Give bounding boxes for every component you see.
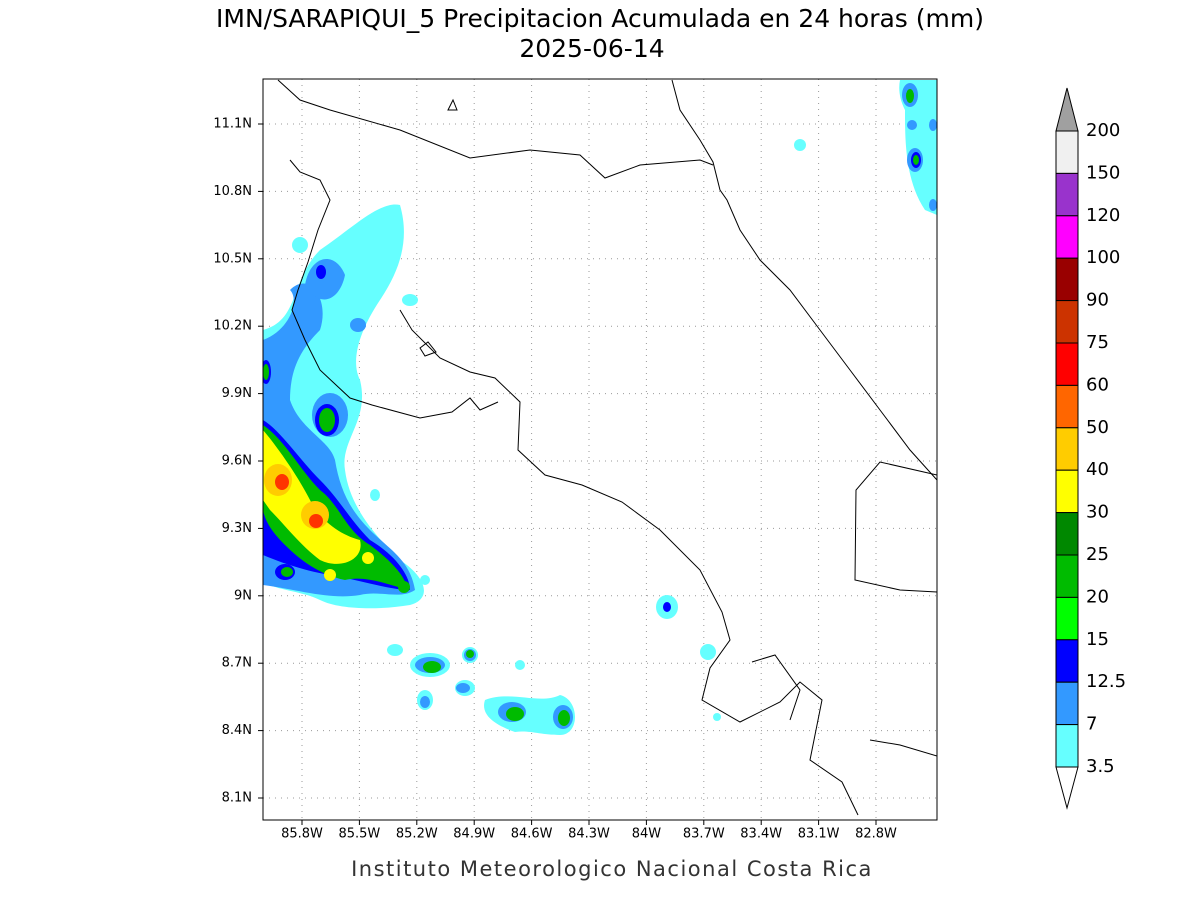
colorbar: 200 150 120 100 90 75 60 50 40 30 25 20 15 12.5 7 3.5 [1055, 87, 1126, 810]
lat-label: 9.6N [222, 454, 252, 469]
colorbar-box [1055, 342, 1079, 386]
colorbar-label: 60 [1086, 374, 1109, 395]
lon-label: 83.1W [798, 827, 840, 842]
colorbar-label: 90 [1086, 290, 1109, 311]
lat-label: 9.9N [222, 386, 252, 401]
colorbar-box [1055, 724, 1079, 768]
lon-label: 83.4W [740, 827, 782, 842]
colorbar-label: 15 [1086, 629, 1109, 650]
colorbar-label: 50 [1086, 417, 1109, 438]
colorbar-over [1055, 87, 1079, 132]
colorbar-label: 75 [1086, 332, 1109, 353]
lat-label: 8.7N [222, 656, 252, 671]
colorbar-box [1055, 639, 1079, 683]
lon-label: 83.7W [683, 827, 725, 842]
colorbar-label: 200 [1086, 120, 1120, 141]
colorbar-box [1055, 300, 1079, 344]
lat-label: 9N [234, 588, 252, 603]
lon-label: 84.6W [511, 827, 553, 842]
lon-label: 85.8W [281, 827, 323, 842]
colorbar-label: 7 [1086, 714, 1097, 735]
colorbar-label: 150 [1086, 162, 1120, 183]
lat-label: 11.1N [213, 117, 252, 132]
lat-label: 10.8N [213, 184, 252, 199]
colorbar-box [1055, 512, 1079, 556]
colorbar-box [1055, 554, 1079, 598]
coastlines [277, 79, 937, 816]
colorbar-box [1055, 596, 1079, 641]
lon-label: 82.8W [855, 827, 897, 842]
date: 2025-06-14 [519, 34, 664, 63]
lon-label: 84W [632, 827, 662, 842]
colorbar-label: 100 [1086, 247, 1120, 268]
colorbar-label: 25 [1086, 544, 1109, 565]
colorbar-label: 20 [1086, 586, 1109, 607]
colorbar-box [1055, 681, 1079, 726]
lat-label: 10.2N [213, 319, 252, 334]
colorbar-box [1055, 130, 1079, 174]
lon-label: 85.5W [338, 827, 380, 842]
map-frame [262, 78, 938, 821]
footer: Instituto Meteorologico Nacional Costa R… [351, 857, 873, 881]
grid [263, 79, 937, 820]
colorbar-label: 30 [1086, 502, 1109, 523]
colorbar-box [1055, 172, 1079, 217]
lat-label: 9.3N [222, 521, 252, 536]
lat-label: 8.4N [222, 723, 252, 738]
colorbar-label: 12.5 [1086, 671, 1126, 692]
colorbar-box [1055, 257, 1079, 302]
lat-label: 10.5N [213, 251, 252, 266]
colorbar-box [1055, 469, 1079, 514]
lat-label: 8.1N [222, 791, 252, 806]
colorbar-box [1055, 427, 1079, 471]
colorbar-label: 3.5 [1086, 756, 1115, 777]
colorbar-label: 40 [1086, 459, 1109, 480]
colorbar-label: 120 [1086, 205, 1120, 226]
lon-label: 84.3W [568, 827, 610, 842]
colorbar-under [1055, 766, 1079, 810]
title: IMN/SARAPIQUI_5 Precipitacion Acumulada … [216, 4, 984, 33]
precipitation [263, 80, 937, 735]
colorbar-box [1055, 384, 1079, 429]
lon-label: 84.9W [453, 827, 495, 842]
colorbar-box [1055, 215, 1079, 259]
lon-label: 85.2W [396, 827, 438, 842]
